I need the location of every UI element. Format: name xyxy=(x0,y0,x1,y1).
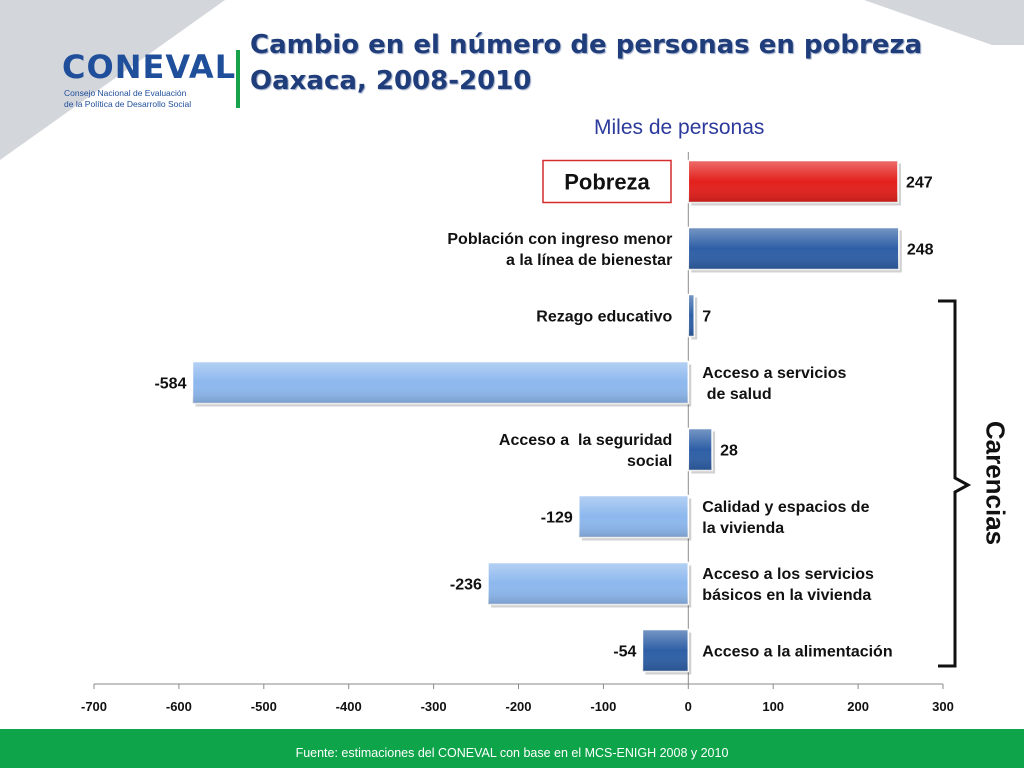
data-label: 28 xyxy=(720,443,738,460)
carencias-label: Carencias xyxy=(980,420,1011,546)
x-tick-label: -200 xyxy=(505,699,531,714)
x-tick-label: 0 xyxy=(685,699,692,714)
category-label: Acceso a servicios xyxy=(702,365,846,382)
title-accent-bar xyxy=(236,50,240,108)
category-label: Pobreza xyxy=(564,170,650,195)
data-label: 7 xyxy=(702,309,711,326)
logo-wordmark: CONEVAL xyxy=(62,48,237,86)
data-label: -54 xyxy=(613,644,636,661)
category-label: Acceso a la seguridad xyxy=(499,432,672,449)
data-label: -584 xyxy=(154,376,186,393)
category-label: de salud xyxy=(702,386,771,403)
category-label: social xyxy=(627,453,672,470)
category-label: Acceso a la alimentación xyxy=(702,644,892,661)
logo-subtitle-line1: Consejo Nacional de Evaluación xyxy=(64,88,187,98)
bar-highlight xyxy=(192,361,689,404)
corner-decoration-right xyxy=(864,0,1024,45)
category-label: Rezago educativo xyxy=(536,309,672,326)
category-label: Calidad y espacios de xyxy=(702,499,869,516)
bar-chart: -700 -600 -500 -400 -300 -200 -100 0 100 200 300 P… xyxy=(81,152,972,714)
data-label: -236 xyxy=(450,577,482,594)
page-title-line2: Oaxaca, 2008-2010 xyxy=(250,66,532,96)
bar-highlight xyxy=(688,227,899,270)
page-title-line1: Cambio en el número de personas en pobre… xyxy=(250,30,923,60)
carencias-brace xyxy=(938,299,972,668)
data-label: 247 xyxy=(906,175,933,192)
footer-bar xyxy=(0,729,1024,768)
x-tick-label: 100 xyxy=(762,699,784,714)
bar-highlight xyxy=(487,562,689,605)
highlight-box xyxy=(542,159,672,204)
bar-highlight xyxy=(688,428,713,471)
data-labels: 247 248 7 -584 28 -129 -236 -54 xyxy=(154,175,933,661)
x-axis: -700 -600 -500 -400 -300 -200 -100 0 100 200 300 xyxy=(81,152,954,714)
category-label: a la línea de bienestar xyxy=(506,252,672,269)
category-labels: Pobreza Población con ingreso menor a la l… xyxy=(447,159,893,661)
bar-highlight xyxy=(688,294,695,337)
bar-highlight xyxy=(578,495,689,538)
x-tick-label: -300 xyxy=(421,699,447,714)
logo-subtitle-line2: de la Política de Desarrollo Social xyxy=(64,99,192,109)
x-tick-label: 200 xyxy=(847,699,869,714)
bar-highlight xyxy=(688,160,899,203)
coneval-logo: CONEVAL Consejo Nacional de Evaluación d… xyxy=(62,48,235,118)
data-label: 248 xyxy=(907,242,934,259)
category-label: Población con ingreso menor xyxy=(447,231,672,248)
x-tick-label: -700 xyxy=(81,699,107,714)
chart-subtitle: Miles de personas xyxy=(594,116,765,139)
x-tick-label: -600 xyxy=(166,699,192,714)
x-tick-label: -500 xyxy=(251,699,277,714)
bars xyxy=(191,159,902,675)
x-tick-label: 300 xyxy=(932,699,954,714)
x-tick-label: -400 xyxy=(336,699,362,714)
data-label: -129 xyxy=(541,510,573,527)
x-tick-label: -100 xyxy=(590,699,616,714)
bar-highlight xyxy=(642,629,689,672)
corner-decoration-left xyxy=(0,0,225,160)
category-label: básicos en la vivienda xyxy=(702,587,871,604)
category-label: Acceso a los servicios xyxy=(702,566,874,583)
category-label: la vivienda xyxy=(702,520,784,537)
source-note: Fuente: estimaciones del CONEVAL con bas… xyxy=(295,746,729,760)
